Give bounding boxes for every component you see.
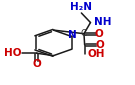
Text: HO: HO [4,48,22,58]
Text: H₂N: H₂N [70,2,92,12]
Text: O: O [32,59,41,69]
Text: O: O [96,40,104,50]
Text: O: O [95,29,104,39]
Text: NH: NH [94,17,111,27]
Text: OH: OH [88,49,105,59]
Text: N: N [68,30,77,40]
Text: C: C [81,29,87,38]
